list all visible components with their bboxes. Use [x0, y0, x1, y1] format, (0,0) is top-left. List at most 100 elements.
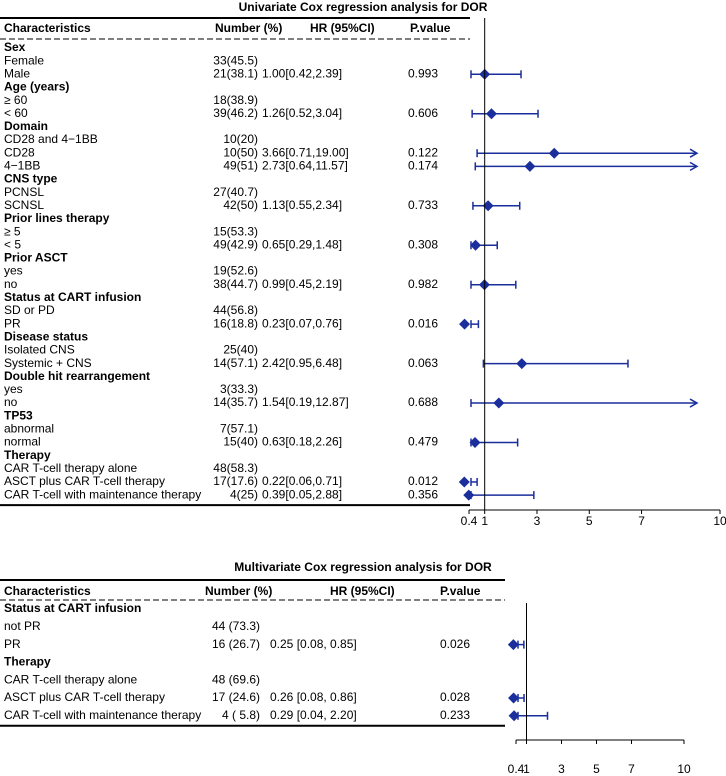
x-tick-label: 5: [586, 514, 593, 528]
hr-marker: [470, 239, 482, 251]
row-number: 49(42.9): [213, 237, 258, 251]
group-label: CNS type: [4, 172, 58, 186]
row-p: 0.012: [408, 474, 438, 488]
row-hr: 0.23[0.07,0.76]: [262, 316, 342, 330]
group-label: Status at CART infusion: [4, 290, 141, 304]
hr-marker: [507, 639, 519, 651]
column-header: Characteristics: [4, 584, 91, 598]
column-header: HR (95%CI): [330, 584, 395, 598]
row-label: Male: [4, 66, 30, 80]
x-tick-label: 5: [593, 762, 600, 776]
group-label: TP53: [4, 408, 33, 422]
row-p: 0.982: [408, 277, 438, 291]
row-label: ASCT plus CAR T-cell therapy: [4, 474, 165, 488]
row-label: PR: [4, 637, 21, 651]
row-number: 25(40): [223, 343, 258, 357]
row-number: 4 ( 5.8): [222, 708, 260, 722]
row-label: PCNSL: [4, 185, 44, 199]
row-hr: 0.29 [0.04, 2.20]: [270, 708, 357, 722]
group-label: Prior ASCT: [4, 251, 68, 265]
group-label: Domain: [4, 119, 48, 133]
row-label: Systemic + CNS: [4, 356, 92, 370]
row-hr: 0.26 [0.08, 0.86]: [270, 690, 357, 704]
row-number: 48 (69.6): [212, 672, 260, 686]
row-hr: 1.26[0.52,3.04]: [262, 106, 342, 120]
row-hr: 1.54[0.19,12.87]: [262, 395, 349, 409]
row-number: 18(38.9): [213, 93, 258, 107]
row-p: 0.606: [408, 106, 438, 120]
column-header: P.value: [410, 21, 451, 35]
row-hr: 2.73[0.64,11.57]: [262, 159, 348, 173]
row-number: 16(18.8): [213, 316, 258, 330]
hr-marker: [463, 489, 475, 501]
hr-marker: [458, 476, 470, 488]
group-label: Therapy: [4, 448, 51, 462]
row-label: CAR T-cell therapy alone: [4, 672, 138, 686]
row-number: 16 (26.7): [212, 637, 260, 651]
row-p: 0.016: [408, 316, 438, 330]
row-number: 44(56.8): [213, 303, 258, 317]
table-title: Univariate Cox regression analysis for D…: [239, 0, 488, 14]
group-label: Disease status: [4, 329, 88, 343]
group-label: Age (years): [4, 80, 69, 94]
group-label: Sex: [4, 40, 26, 54]
row-hr: 0.99[0.45,2.19]: [262, 277, 342, 291]
row-p: 0.356: [408, 487, 438, 501]
hr-marker: [508, 710, 520, 722]
row-label: no: [4, 395, 18, 409]
row-label: normal: [4, 435, 41, 449]
x-tick-label: 1: [523, 762, 530, 776]
group-label: Therapy: [4, 655, 51, 669]
row-label: yes: [4, 264, 23, 278]
row-label: CAR T-cell therapy alone: [4, 461, 138, 475]
x-tick-label: 0.4: [508, 762, 525, 776]
row-label: yes: [4, 382, 23, 396]
row-hr: 1.00[0.42,2.39]: [262, 66, 342, 80]
row-hr: 0.63[0.18,2.26]: [262, 435, 342, 449]
column-header: HR (95%CI): [310, 21, 375, 35]
row-number: 39(46.2): [213, 106, 258, 120]
row-number: 17 (24.6): [212, 690, 260, 704]
row-number: 33(45.5): [213, 53, 258, 67]
row-number: 7(57.1): [220, 422, 258, 436]
group-label: Double hit rearrangement: [4, 369, 150, 383]
row-p: 0.479: [408, 435, 438, 449]
row-number: 10(50): [223, 145, 258, 159]
row-label: PR: [4, 316, 21, 330]
row-p: 0.122: [408, 145, 438, 159]
row-label: ≥ 5: [4, 224, 21, 238]
hr-marker: [459, 318, 471, 330]
row-label: ≥ 60: [4, 93, 28, 107]
column-header: P.value: [440, 584, 481, 598]
hr-marker: [516, 358, 528, 370]
row-number: 15(40): [223, 435, 258, 449]
column-header: Number (%): [205, 584, 272, 598]
row-number: 21(38.1): [213, 66, 258, 80]
row-number: 48(58.3): [213, 461, 258, 475]
column-header: Number (%): [215, 21, 282, 35]
row-label: no: [4, 277, 18, 291]
x-tick-label: 10: [677, 762, 691, 776]
row-hr: 0.22[0.06,0.71]: [262, 474, 342, 488]
row-number: 27(40.7): [213, 185, 258, 199]
x-tick-label: 3: [558, 762, 565, 776]
row-hr: 0.39[0.05,2.88]: [262, 487, 342, 501]
row-number: 14(35.7): [213, 395, 258, 409]
hr-marker: [524, 160, 536, 172]
row-label: Female: [4, 53, 44, 67]
row-label: SCNSL: [4, 198, 44, 212]
x-tick-label: 1: [481, 514, 488, 528]
ci-arrow: [689, 148, 699, 158]
x-tick-label: 7: [628, 762, 635, 776]
row-p: 0.688: [408, 395, 438, 409]
row-number: 10(20): [223, 132, 258, 146]
row-label: < 5: [4, 237, 21, 251]
row-label: not PR: [4, 619, 41, 633]
ci-arrow: [689, 161, 699, 172]
row-p: 0.308: [408, 237, 438, 251]
row-p: 0.733: [408, 198, 438, 212]
ci-arrow: [689, 398, 699, 408]
x-tick-label: 3: [534, 514, 541, 528]
hr-marker: [548, 147, 560, 159]
